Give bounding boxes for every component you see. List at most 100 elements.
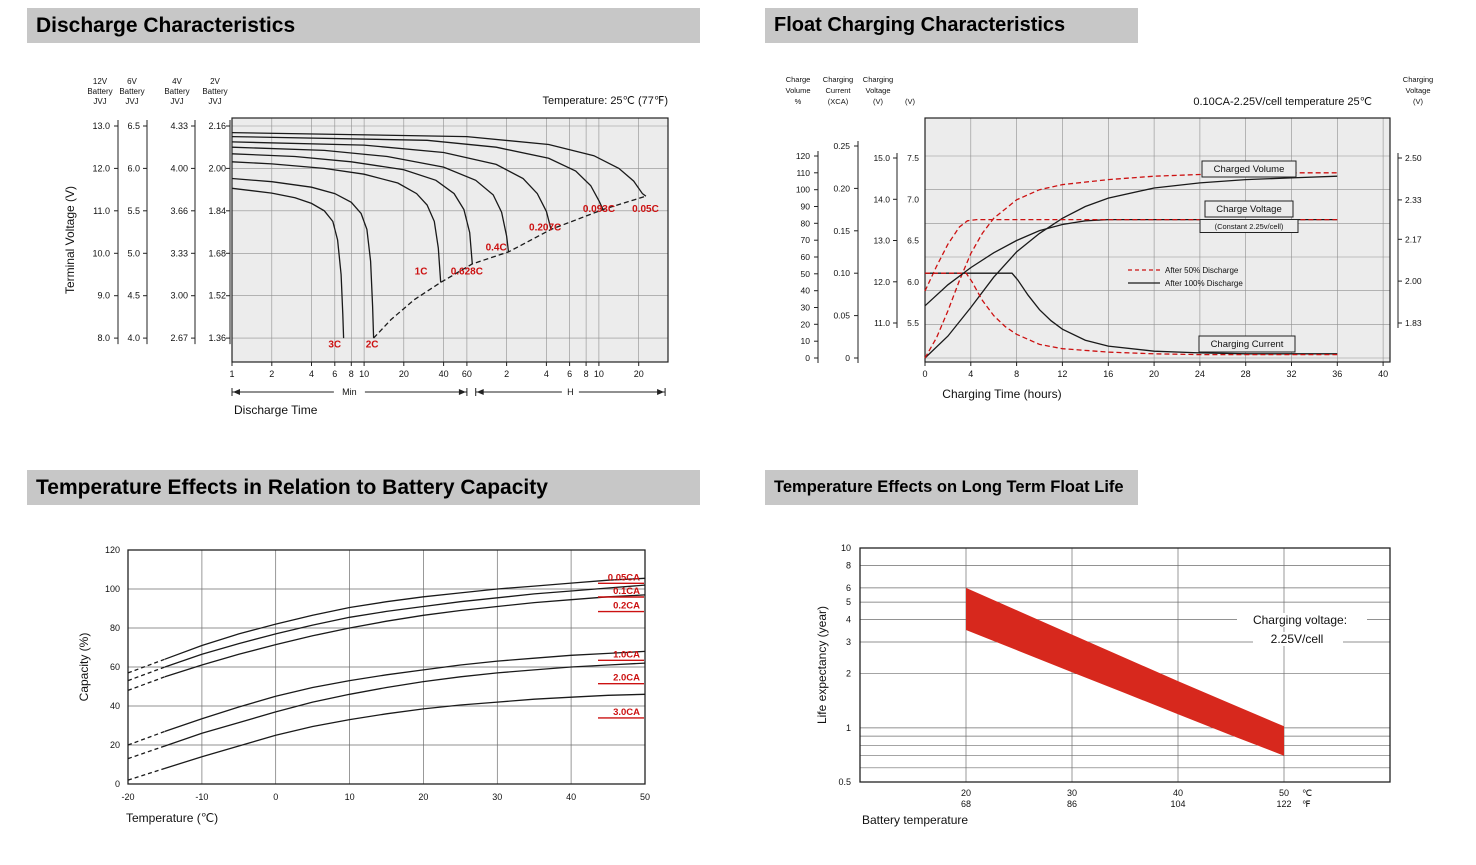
plot-border	[924, 117, 1391, 363]
x-tick-label: 8	[349, 369, 354, 379]
axis-header: %	[795, 97, 802, 106]
callout-label: (Constant 2.25v/cell)	[1215, 222, 1284, 231]
x-tick-label: 1	[229, 369, 234, 379]
axis-tick-label: 15.0	[873, 153, 890, 163]
y-tick-label: 0	[115, 779, 120, 789]
series-charged-volume-100	[924, 175, 1338, 359]
arrow-right-icon	[458, 389, 466, 395]
axis-tick-label: 14.0	[873, 194, 890, 204]
axis-header: (V)	[1413, 97, 1424, 106]
y-tick-label: 1	[846, 723, 851, 733]
y-tick-label: 4.5	[127, 291, 140, 301]
axis-tick-label: 2.50	[1405, 153, 1422, 163]
y-tick-label: 2.00	[208, 163, 226, 173]
x-tick-label: 6	[332, 369, 337, 379]
series-0.05CA	[164, 577, 646, 660]
annotation-bg	[1237, 613, 1367, 627]
axis-tick-label: 0	[845, 353, 850, 363]
x-tick-label: 0	[273, 792, 278, 802]
series-2C	[231, 177, 375, 339]
y-tick-label: 120	[105, 545, 120, 555]
series-0.207C	[231, 141, 552, 230]
axis-tick-label: 0.05	[833, 311, 850, 321]
y-tick-label: 5.0	[127, 248, 140, 258]
curve-label-0.05C: 0.05C	[632, 204, 659, 215]
y-tick-label: 12.0	[92, 163, 110, 173]
x-tick-label: 20	[1149, 369, 1159, 379]
y-tick-label: 100	[105, 584, 120, 594]
y-axis-header: 2V	[210, 77, 220, 86]
series-0.093C	[231, 135, 604, 210]
arrow-left-icon	[233, 389, 240, 395]
axis-tick-label: 5.5	[907, 318, 919, 328]
axis-tick-label: 60	[801, 252, 811, 262]
y-axis-header: Battery	[202, 87, 227, 96]
plot-area	[232, 118, 668, 362]
x-tick-label: 40	[566, 792, 576, 802]
x-range-label: H	[567, 387, 574, 397]
x-tick-label: -20	[121, 792, 134, 802]
series-0.628C	[231, 153, 473, 264]
series-1C	[231, 161, 442, 283]
y-tick-label: 8	[846, 560, 851, 570]
y-tick-label: 2.16	[208, 121, 226, 131]
y-tick-label: 11.0	[93, 206, 110, 216]
legend-label: After 100% Discharge	[1165, 279, 1243, 288]
series-0.4C	[231, 146, 510, 252]
series-3.0CA	[164, 693, 646, 770]
axis-tick-label: 50	[801, 269, 811, 279]
y-tick-label: 1.36	[208, 333, 226, 343]
y-axis-header: Battery	[87, 87, 112, 96]
x-tick-label: 40	[439, 369, 449, 379]
y-tick-label: 60	[110, 662, 120, 672]
series-0.2CA	[164, 594, 646, 678]
axis-tick-label: 80	[801, 218, 811, 228]
plot-border	[231, 117, 669, 363]
plot-area	[925, 118, 1390, 362]
x-tick-label: 40	[1378, 369, 1388, 379]
callout-box	[1201, 160, 1297, 178]
range-label-bg	[333, 385, 365, 398]
y-tick-label: 13.0	[92, 121, 110, 131]
y-tick-label: 8.0	[97, 333, 110, 343]
y-tick-label: 4.0	[127, 333, 140, 343]
x-tick-label: 10	[345, 792, 355, 802]
y-tick-label: 3.33	[170, 248, 188, 258]
y-tick-label: 4.33	[170, 121, 188, 131]
axis-tick-label: 12.0	[873, 277, 890, 287]
x-axis-title: Temperature (℃)	[126, 811, 218, 825]
x-tick-label-fahrenheit: 86	[1067, 799, 1077, 809]
y-tick-label: 5.5	[127, 206, 140, 216]
y-axis-header: JVJ	[93, 97, 106, 106]
callout-box	[1204, 200, 1294, 218]
range-label-bg	[561, 385, 579, 398]
legend-label: After 50% Discharge	[1165, 266, 1239, 275]
section-header-discharge-characteristics: Discharge Characteristics	[27, 8, 700, 43]
curve-label-3.0CA: 3.0CA	[613, 707, 640, 718]
x-tick-label: 10	[359, 369, 369, 379]
curve-label-1C: 1C	[415, 266, 428, 277]
chart-title: 0.10CA-2.25V/cell temperature 25℃	[1193, 96, 1372, 108]
axis-tick-label: 40	[801, 286, 811, 296]
fahrenheit-unit-label: ℉	[1302, 799, 1311, 809]
x-tick-label: 4	[544, 369, 549, 379]
x-tick-label: 8	[1014, 369, 1019, 379]
axis-tick-label: 1.83	[1405, 318, 1422, 328]
y-tick-label: 5	[846, 597, 851, 607]
x-tick-label: 2	[269, 369, 274, 379]
x-tick-label: 50	[640, 792, 650, 802]
x-tick-label: 20	[418, 792, 428, 802]
axis-tick-label: 90	[801, 202, 811, 212]
x-tick-label-celsius: 40	[1173, 788, 1183, 798]
curve-label-0.628C: 0.628C	[451, 266, 483, 277]
axis-header: Volume	[785, 86, 810, 95]
series-0.05C	[231, 131, 647, 197]
x-tick-label: 10	[594, 369, 604, 379]
charging-voltage-annotation: Charging voltage:	[1253, 613, 1347, 627]
float-life-band	[966, 587, 1284, 756]
x-tick-label: 8	[584, 369, 589, 379]
curve-label-0.1CA: 0.1CA	[613, 586, 640, 597]
plot-border	[859, 547, 1391, 783]
axis-tick-label: 10	[801, 336, 811, 346]
y-tick-label: 1.52	[208, 291, 226, 301]
